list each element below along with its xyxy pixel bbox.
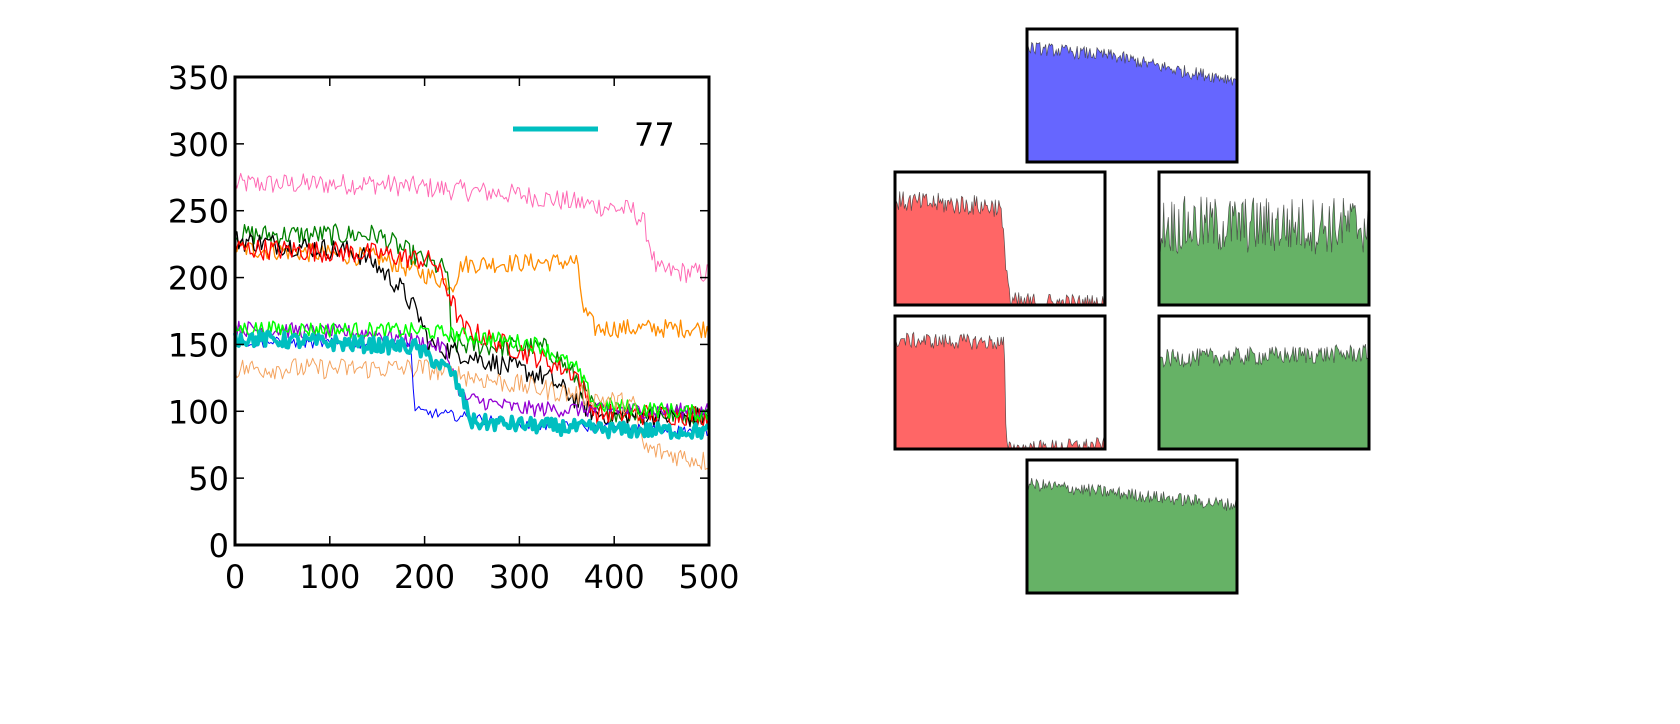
panel-top: [1025, 27, 1239, 164]
panel-mid-right: [1157, 170, 1371, 307]
y-tick-label: 0: [209, 527, 229, 565]
series-line-9: [233, 329, 710, 440]
tick-labels: 0 100 200 300 400 500 0 50 100 150 200 250 300 350: [168, 59, 740, 596]
x-tick-label: 400: [584, 558, 645, 596]
area-edge-0: [1158, 343, 1370, 368]
area-edge-0: [894, 331, 1106, 451]
series-line-0: [234, 172, 710, 284]
legend-label: 77: [634, 116, 675, 154]
tick-marks: [234, 76, 710, 546]
series-line-5: [234, 320, 710, 420]
area-fill-0: [1159, 196, 1369, 305]
panel-low-right: [1157, 314, 1371, 451]
line-chart: 0 100 200 300 400 500 0 50 100 150 200 250 300 350 77: [168, 59, 740, 596]
y-tick-label: 250: [168, 193, 229, 231]
area-edge-1: [1026, 41, 1238, 86]
series-line-1: [234, 241, 710, 339]
y-tick-label: 300: [168, 126, 229, 164]
x-tick-label: 500: [678, 558, 739, 596]
y-tick-label: 200: [168, 260, 229, 298]
area-fill-0: [895, 191, 1105, 305]
y-tick-label: 350: [168, 59, 229, 97]
panel-low-left: [893, 314, 1107, 451]
area-fill-0: [1159, 344, 1369, 449]
area-edge-0: [1158, 196, 1370, 255]
area-fill-0: [1027, 478, 1237, 593]
panel-frame: [1025, 27, 1239, 164]
panel-mid-left: [893, 170, 1107, 307]
panel-frame: [893, 170, 1107, 307]
series-line-4: [234, 239, 710, 427]
legend: 77: [513, 116, 675, 154]
panel-frame: [1157, 314, 1371, 451]
x-tick-label: 0: [225, 558, 245, 596]
panel-frame: [1025, 458, 1239, 595]
plot-frame: [233, 75, 711, 547]
area-edge-0: [1026, 478, 1238, 511]
line-series-group: [233, 172, 710, 471]
x-tick-label: 300: [489, 558, 550, 596]
area-fill-1: [1027, 42, 1237, 162]
panel-frame: [893, 314, 1107, 451]
y-tick-label: 100: [168, 393, 229, 431]
area-fill-0: [895, 332, 1105, 449]
panel-bottom: [1025, 458, 1239, 595]
x-tick-label: 200: [394, 558, 455, 596]
series-line-7: [234, 357, 710, 471]
small-multiples: [893, 27, 1371, 595]
y-tick-label: 50: [188, 460, 229, 498]
y-tick-label: 150: [168, 326, 229, 364]
panel-frame: [1157, 170, 1371, 307]
x-tick-label: 100: [299, 558, 360, 596]
